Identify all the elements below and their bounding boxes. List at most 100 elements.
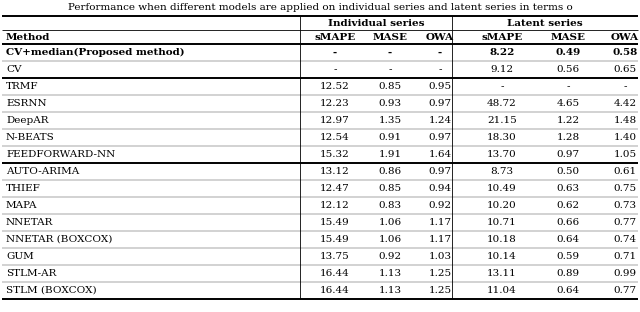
Text: 1.13: 1.13 (378, 269, 401, 278)
Text: 0.64: 0.64 (556, 235, 580, 244)
Text: 13.12: 13.12 (320, 167, 350, 176)
Text: -: - (623, 82, 627, 91)
Text: -: - (438, 65, 442, 74)
Text: 11.04: 11.04 (487, 286, 517, 295)
Text: 1.25: 1.25 (428, 269, 452, 278)
Text: 0.63: 0.63 (556, 184, 580, 193)
Text: 12.52: 12.52 (320, 82, 350, 91)
Text: 0.59: 0.59 (556, 252, 580, 261)
Text: 1.22: 1.22 (556, 116, 580, 125)
Text: 1.05: 1.05 (613, 150, 637, 159)
Text: 0.99: 0.99 (613, 269, 637, 278)
Text: ESRNN: ESRNN (6, 99, 47, 108)
Text: NNETAR (BOXCOX): NNETAR (BOXCOX) (6, 235, 113, 244)
Text: 1.17: 1.17 (428, 235, 452, 244)
Text: -: - (333, 48, 337, 57)
Text: 1.91: 1.91 (378, 150, 401, 159)
Text: 18.30: 18.30 (487, 133, 517, 142)
Text: 0.95: 0.95 (428, 82, 452, 91)
Text: N-BEATS: N-BEATS (6, 133, 55, 142)
Text: Method: Method (6, 32, 51, 41)
Text: 0.64: 0.64 (556, 286, 580, 295)
Text: 0.97: 0.97 (556, 150, 580, 159)
Text: FEEDFORWARD-NN: FEEDFORWARD-NN (6, 150, 115, 159)
Text: 0.93: 0.93 (378, 99, 401, 108)
Text: 0.85: 0.85 (378, 184, 401, 193)
Text: Performance when different models are applied on individual series and latent se: Performance when different models are ap… (68, 3, 572, 12)
Text: 12.97: 12.97 (320, 116, 350, 125)
Text: 0.65: 0.65 (613, 65, 637, 74)
Text: 0.50: 0.50 (556, 167, 580, 176)
Text: -: - (388, 65, 392, 74)
Text: 12.54: 12.54 (320, 133, 350, 142)
Text: 4.42: 4.42 (613, 99, 637, 108)
Text: 12.47: 12.47 (320, 184, 350, 193)
Text: 1.03: 1.03 (428, 252, 452, 261)
Text: 8.22: 8.22 (490, 48, 515, 57)
Text: OWA: OWA (611, 32, 639, 41)
Text: 16.44: 16.44 (320, 269, 350, 278)
Text: 15.32: 15.32 (320, 150, 350, 159)
Text: 0.91: 0.91 (378, 133, 401, 142)
Text: 1.35: 1.35 (378, 116, 401, 125)
Text: 10.20: 10.20 (487, 201, 517, 210)
Text: 15.49: 15.49 (320, 235, 350, 244)
Text: THIEF: THIEF (6, 184, 41, 193)
Text: 0.56: 0.56 (556, 65, 580, 74)
Text: 16.44: 16.44 (320, 286, 350, 295)
Text: 1.28: 1.28 (556, 133, 580, 142)
Text: sMAPE: sMAPE (314, 32, 356, 41)
Text: 13.70: 13.70 (487, 150, 517, 159)
Text: 0.75: 0.75 (613, 184, 637, 193)
Text: OWA: OWA (426, 32, 454, 41)
Text: 0.77: 0.77 (613, 286, 637, 295)
Text: 0.74: 0.74 (613, 235, 637, 244)
Text: 0.77: 0.77 (613, 218, 637, 227)
Text: 1.06: 1.06 (378, 218, 401, 227)
Text: 0.92: 0.92 (428, 201, 452, 210)
Text: 1.06: 1.06 (378, 235, 401, 244)
Text: -: - (333, 65, 337, 74)
Text: 10.71: 10.71 (487, 218, 517, 227)
Text: 1.17: 1.17 (428, 218, 452, 227)
Text: -: - (566, 82, 570, 91)
Text: MAPA: MAPA (6, 201, 38, 210)
Text: AUTO-ARIMA: AUTO-ARIMA (6, 167, 79, 176)
Text: 1.25: 1.25 (428, 286, 452, 295)
Text: 13.11: 13.11 (487, 269, 517, 278)
Text: 0.71: 0.71 (613, 252, 637, 261)
Text: 0.66: 0.66 (556, 218, 580, 227)
Text: 0.83: 0.83 (378, 201, 401, 210)
Text: DeepAR: DeepAR (6, 116, 49, 125)
Text: 1.64: 1.64 (428, 150, 452, 159)
Text: Latent series: Latent series (507, 18, 583, 27)
Text: 1.40: 1.40 (613, 133, 637, 142)
Text: 1.13: 1.13 (378, 286, 401, 295)
Text: STLM (BOXCOX): STLM (BOXCOX) (6, 286, 97, 295)
Text: CV: CV (6, 65, 22, 74)
Text: 10.14: 10.14 (487, 252, 517, 261)
Text: GUM: GUM (6, 252, 34, 261)
Text: 0.85: 0.85 (378, 82, 401, 91)
Text: 10.49: 10.49 (487, 184, 517, 193)
Text: 12.12: 12.12 (320, 201, 350, 210)
Text: 21.15: 21.15 (487, 116, 517, 125)
Text: 10.18: 10.18 (487, 235, 517, 244)
Text: sMAPE: sMAPE (481, 32, 523, 41)
Text: 8.73: 8.73 (490, 167, 513, 176)
Text: 0.97: 0.97 (428, 99, 452, 108)
Text: -: - (438, 48, 442, 57)
Text: -: - (500, 82, 504, 91)
Text: 1.24: 1.24 (428, 116, 452, 125)
Text: 12.23: 12.23 (320, 99, 350, 108)
Text: NNETAR: NNETAR (6, 218, 53, 227)
Text: 4.65: 4.65 (556, 99, 580, 108)
Text: 0.92: 0.92 (378, 252, 401, 261)
Text: 0.73: 0.73 (613, 201, 637, 210)
Text: 1.48: 1.48 (613, 116, 637, 125)
Text: MASE: MASE (372, 32, 408, 41)
Text: 15.49: 15.49 (320, 218, 350, 227)
Text: MASE: MASE (550, 32, 586, 41)
Text: 0.61: 0.61 (613, 167, 637, 176)
Text: CV+median(Proposed method): CV+median(Proposed method) (6, 48, 184, 57)
